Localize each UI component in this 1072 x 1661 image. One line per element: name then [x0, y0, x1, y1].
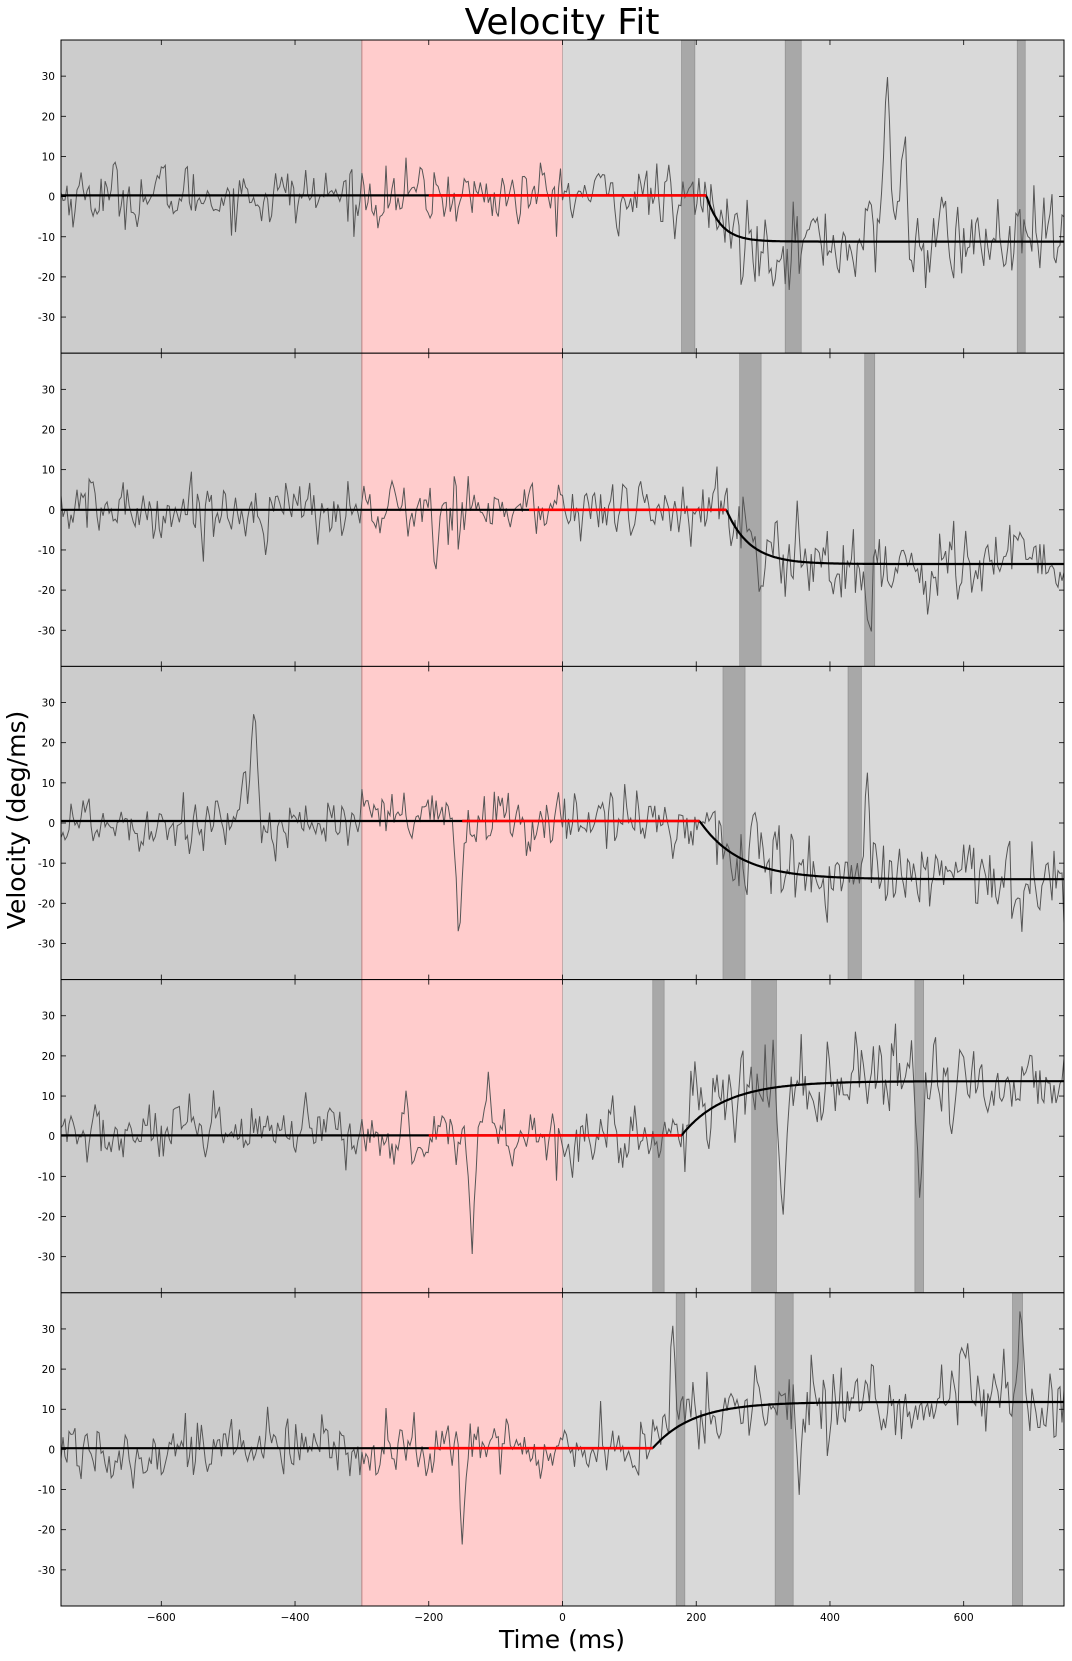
saccade-band — [722, 666, 746, 980]
saccade-band — [1012, 1292, 1023, 1607]
y-tick-label: 10 — [42, 151, 55, 163]
y-tick-label: 0 — [48, 505, 55, 517]
x-tick-label: 600 — [954, 1612, 974, 1624]
velocity-trace — [61, 714, 1064, 932]
x-axis-ticks: −600 −400 −200 0 200 400 600 — [147, 1612, 974, 1624]
velocity-trace — [61, 1311, 1064, 1545]
velocity-trace — [61, 77, 1064, 291]
panel-stack: -30 -20 -10 0 10 20 30 -30 -20 -10 0 10 20 30 -30 -20 -1… — [38, 39, 1065, 1607]
saccade-band — [847, 666, 862, 980]
x-tick-label: 200 — [686, 1612, 706, 1624]
y-tick-label: -20 — [38, 1525, 55, 1537]
y-tick-label: 0 — [48, 1131, 55, 1143]
y-tick-label: -30 — [38, 312, 55, 324]
y-tick-label: -10 — [38, 545, 55, 557]
panel-3: -30 -20 -10 0 10 20 30 — [38, 665, 1065, 981]
saccade-band — [1016, 40, 1026, 354]
panel-4: -30 -20 -10 0 10 20 30 — [38, 979, 1065, 1294]
y-tick-label: -20 — [38, 898, 55, 910]
baseline-region — [61, 666, 362, 980]
y-tick-label: 20 — [42, 1051, 55, 1063]
panel-5: -30 -20 -10 0 10 20 30 — [38, 1292, 1065, 1607]
y-tick-label: -10 — [38, 858, 55, 870]
saccade-band — [751, 979, 777, 1293]
y-tick-label: 30 — [42, 1324, 55, 1336]
velocity-trace — [61, 466, 1064, 632]
y-tick-label: 20 — [42, 1364, 55, 1376]
y-tick-label: 30 — [42, 1011, 55, 1023]
y-tick-label: 30 — [42, 698, 55, 710]
y-tick-label: -30 — [38, 625, 55, 637]
y-tick-label: -10 — [38, 1171, 55, 1183]
y-tick-label: 10 — [42, 1404, 55, 1416]
y-tick-label: -10 — [38, 232, 55, 244]
y-tick-label: 30 — [42, 384, 55, 396]
y-tick-label: -30 — [38, 1565, 55, 1577]
y-tick-label: 20 — [42, 424, 55, 436]
y-tick-label: -30 — [38, 1252, 55, 1264]
saccade-band — [864, 353, 876, 667]
y-tick-label: 20 — [42, 738, 55, 750]
y-tick-label: 0 — [48, 192, 55, 204]
x-tick-label: 400 — [820, 1612, 840, 1624]
chart-title: Velocity Fit — [465, 2, 660, 43]
panel-2: -30 -20 -10 0 10 20 30 — [38, 352, 1065, 667]
saccade-band — [784, 40, 802, 354]
x-tick-label: 0 — [559, 1612, 566, 1624]
y-tick-label: 10 — [42, 778, 55, 790]
y-tick-label: -30 — [38, 938, 55, 950]
saccade-band — [675, 1292, 686, 1607]
x-axis-label: Time (ms) — [498, 1625, 625, 1654]
y-tick-label: 20 — [42, 111, 55, 123]
x-tick-label: −200 — [414, 1612, 443, 1624]
y-tick-label: -20 — [38, 272, 55, 284]
y-tick-label: -20 — [38, 585, 55, 597]
y-tick-label: 0 — [48, 1444, 55, 1456]
x-tick-label: −600 — [147, 1612, 176, 1624]
baseline-region — [61, 1292, 362, 1606]
panel-1: -30 -20 -10 0 10 20 30 — [38, 39, 1065, 354]
stimulus-region — [361, 666, 563, 980]
y-tick-label: 0 — [48, 818, 55, 830]
y-tick-label: 10 — [42, 1091, 55, 1103]
x-tick-label: −400 — [281, 1612, 310, 1624]
y-tick-label: -20 — [38, 1212, 55, 1224]
y-tick-label: -10 — [38, 1485, 55, 1497]
saccade-band — [774, 1292, 794, 1607]
y-tick-label: 10 — [42, 465, 55, 477]
baseline-region — [61, 40, 362, 354]
saccade-band — [739, 353, 762, 667]
response-region — [562, 666, 1064, 980]
y-tick-label: 30 — [42, 71, 55, 83]
y-axis-label: Velocity (deg/ms) — [2, 711, 31, 929]
